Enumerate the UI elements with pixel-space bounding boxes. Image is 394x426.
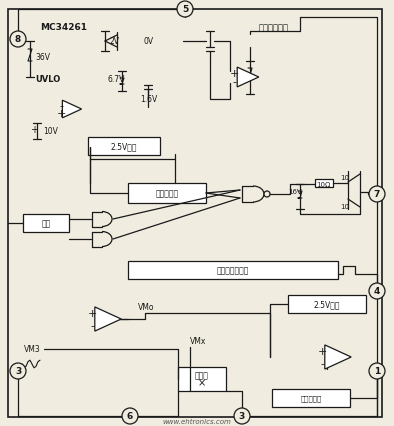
Circle shape: [122, 408, 138, 424]
Text: 10: 10: [340, 204, 349, 210]
Bar: [272, 389, 350, 407]
Text: MC34261: MC34261: [40, 23, 87, 32]
Text: 3: 3: [15, 367, 21, 376]
Bar: [178, 367, 226, 391]
Circle shape: [369, 283, 385, 299]
Polygon shape: [62, 101, 82, 118]
Text: +: +: [56, 109, 66, 119]
Text: ×: ×: [198, 377, 206, 387]
Text: -: -: [320, 358, 324, 368]
Bar: [88, 138, 160, 155]
Text: 36V: 36V: [35, 53, 50, 62]
Bar: [23, 215, 69, 233]
Polygon shape: [237, 68, 259, 88]
Circle shape: [369, 187, 385, 202]
Text: 乘法器: 乘法器: [195, 371, 209, 380]
Text: VMo: VMo: [138, 303, 154, 312]
Circle shape: [369, 363, 385, 379]
Text: 3: 3: [239, 412, 245, 420]
Text: UVLO: UVLO: [35, 75, 60, 84]
Circle shape: [177, 2, 193, 18]
Text: 2.5V基準: 2.5V基準: [314, 300, 340, 309]
Text: 6: 6: [127, 412, 133, 420]
Text: -: -: [232, 77, 236, 87]
Text: 2.5V基準: 2.5V基準: [111, 142, 137, 151]
Text: 10V: 10V: [43, 127, 58, 136]
Circle shape: [234, 408, 250, 424]
Text: 1.6V: 1.6V: [140, 95, 157, 104]
Text: 延時: 延時: [41, 219, 50, 228]
Bar: [288, 295, 366, 313]
Text: 零電流檢測器: 零電流檢測器: [259, 23, 289, 32]
Bar: [128, 262, 338, 279]
Text: +: +: [229, 69, 239, 79]
Bar: [22, 18, 177, 166]
Text: 16V: 16V: [288, 189, 302, 195]
Polygon shape: [95, 307, 121, 331]
Text: 4: 4: [374, 287, 380, 296]
Polygon shape: [325, 345, 351, 369]
Text: 5: 5: [182, 6, 188, 14]
Text: 10Ω: 10Ω: [316, 181, 331, 187]
Text: -: -: [59, 101, 63, 111]
Text: www.ehtronics.com: www.ehtronics.com: [163, 418, 231, 424]
Text: +: +: [87, 308, 97, 318]
Text: 誤差放大器: 誤差放大器: [300, 395, 322, 401]
Bar: [128, 184, 206, 204]
Circle shape: [10, 363, 26, 379]
Text: -: -: [90, 320, 94, 330]
Text: +: +: [30, 125, 38, 135]
Text: 1: 1: [374, 367, 380, 376]
Circle shape: [264, 192, 270, 198]
Text: 電流傳感比較器: 電流傳感比較器: [217, 266, 249, 275]
Bar: [315, 180, 333, 187]
Text: 10: 10: [340, 175, 349, 181]
Text: VMx: VMx: [190, 337, 206, 345]
Text: 0V: 0V: [143, 37, 153, 46]
Text: 定時器輸出: 定時器輸出: [156, 189, 178, 198]
Text: 8: 8: [15, 35, 21, 44]
Circle shape: [10, 32, 26, 48]
Text: 6.7V: 6.7V: [108, 75, 125, 84]
Text: VM3: VM3: [24, 345, 41, 354]
Text: 7: 7: [374, 190, 380, 199]
Text: +: +: [317, 346, 327, 356]
Text: 2V: 2V: [110, 37, 120, 46]
Bar: [183, 18, 365, 132]
